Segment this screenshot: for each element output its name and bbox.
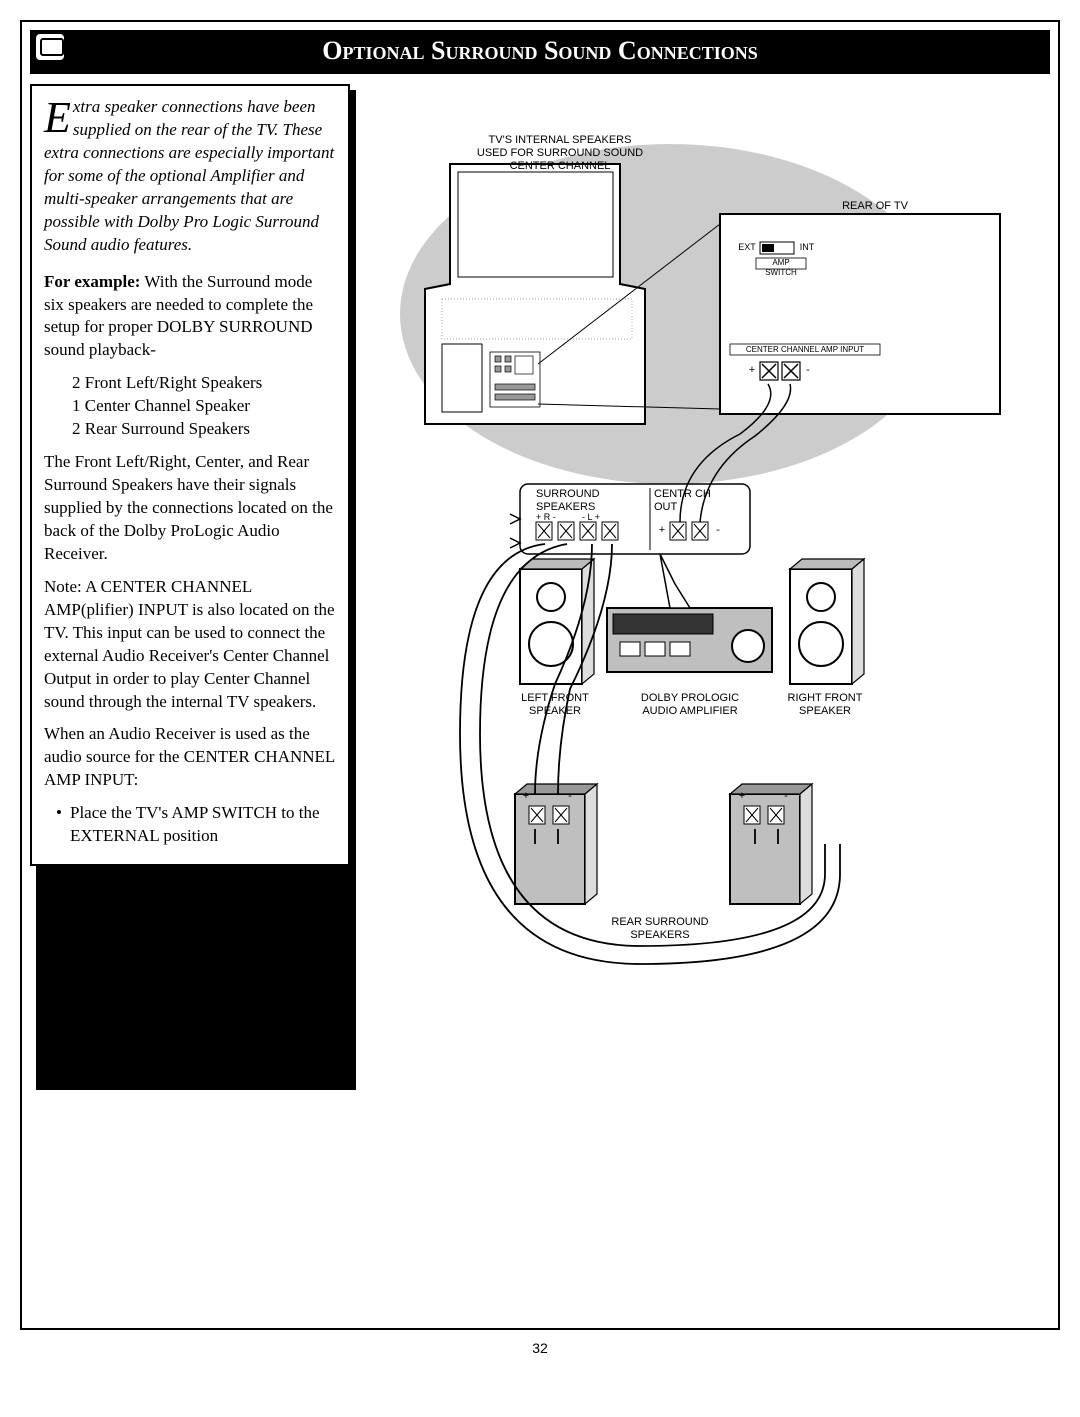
label-tv-internal: TV'S INTERNAL SPEAKERSUSED FOR SURROUND …: [440, 134, 680, 174]
intro-paragraph: E xtra speaker connections have been sup…: [44, 96, 336, 257]
text-column: E xtra speaker connections have been sup…: [30, 84, 350, 1084]
minus-sign: -: [780, 790, 792, 803]
text-box: E xtra speaker connections have been sup…: [30, 84, 350, 866]
plus-sign: +: [656, 524, 668, 537]
label-left-front: LEFT FRONTSPEAKER: [510, 692, 600, 718]
label-ext: EXT: [734, 242, 760, 253]
connection-diagram: TV'S INTERNAL SPEAKERSUSED FOR SURROUND …: [360, 84, 1050, 1084]
minus-sign: -: [564, 790, 576, 803]
tv-icon: [36, 34, 64, 60]
bullet-icon: •: [56, 802, 70, 848]
label-rear-surround: REAR SURROUNDSPEAKERS: [590, 916, 730, 942]
minus-sign: -: [802, 364, 814, 377]
title-bar: Optional Surround Sound Connections: [30, 30, 1050, 74]
page-number: 32: [22, 1340, 1058, 1356]
label-r: + R -: [536, 512, 576, 523]
label-center-amp-input: CENTER CHANNEL AMP INPUT: [730, 345, 880, 355]
label-surround-speakers: SURROUNDSPEAKERS: [536, 488, 621, 514]
plus-sign: +: [520, 790, 532, 803]
label-right-front: RIGHT FRONTSPEAKER: [780, 692, 870, 718]
label-centr-ch-out: CENTR CHOUT: [654, 488, 724, 514]
when-paragraph: When an Audio Receiver is used as the au…: [44, 723, 336, 792]
speaker-list: 2 Front Left/Right Speakers 1 Center Cha…: [44, 372, 336, 441]
plus-sign: +: [736, 790, 748, 803]
label-amp-switch: AMP SWITCH: [756, 258, 806, 277]
label-l: - L +: [582, 512, 622, 523]
example-paragraph: For example: With the Surround mode six …: [44, 271, 336, 363]
bullet-item: • Place the TV's AMP SWITCH to the EXTER…: [44, 802, 336, 848]
minus-sign: -: [712, 524, 724, 537]
label-rear-of-tv: REAR OF TV: [830, 200, 920, 213]
page-title: Optional Surround Sound Connections: [322, 36, 757, 65]
dropcap: E: [44, 96, 73, 135]
example-bold: For example:: [44, 272, 140, 291]
intro-text: xtra speaker connections have been suppl…: [44, 97, 334, 254]
label-int: INT: [794, 242, 820, 253]
speaker-list-item: 2 Front Left/Right Speakers: [72, 372, 336, 395]
plus-sign: +: [746, 364, 758, 377]
label-amplifier: DOLBY PROLOGICAUDIO AMPLIFIER: [630, 692, 750, 718]
speaker-list-item: 2 Rear Surround Speakers: [72, 418, 336, 441]
signals-paragraph: The Front Left/Right, Center, and Rear S…: [44, 451, 336, 566]
speaker-list-item: 1 Center Channel Speaker: [72, 395, 336, 418]
note-paragraph: Note: A CENTER CHANNEL AMP(plifier) INPU…: [44, 576, 336, 714]
bullet-text: Place the TV's AMP SWITCH to the EXTERNA…: [70, 802, 336, 848]
content-area: E xtra speaker connections have been sup…: [22, 74, 1058, 1084]
page-frame: Optional Surround Sound Connections E xt…: [20, 20, 1060, 1330]
